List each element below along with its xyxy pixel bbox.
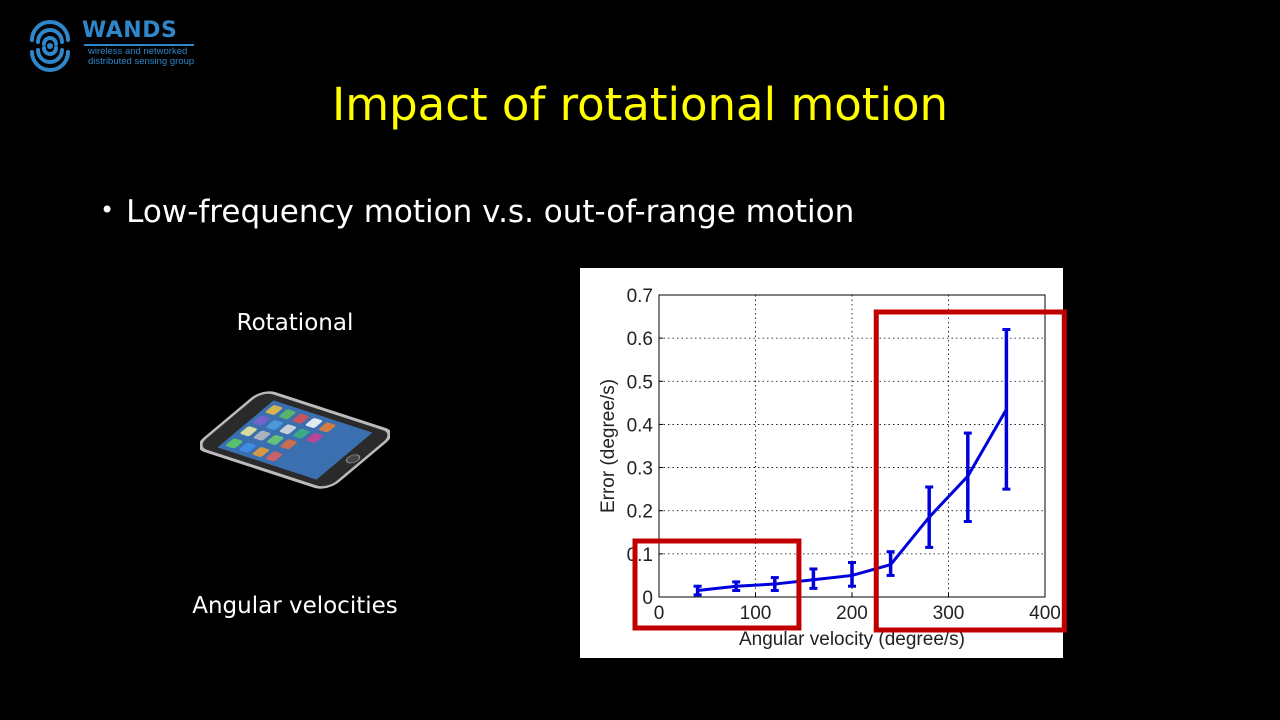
x-tick-label: 100 — [740, 603, 772, 624]
wands-logo: WANDS wireless and networked distributed… — [22, 16, 197, 72]
rotational-label: Rotational — [236, 310, 354, 336]
y-tick-label: 0.7 — [627, 286, 653, 307]
y-tick-label: 0.3 — [627, 459, 653, 480]
y-tick-label: 0.5 — [627, 372, 653, 393]
y-tick-label: 0 — [642, 588, 653, 609]
y-tick-label: 0.2 — [627, 502, 653, 523]
out-of-range-highlight-box — [873, 309, 1067, 633]
slide-title: Impact of rotational motion — [331, 78, 949, 131]
logo-brand: WANDS — [82, 18, 178, 43]
y-axis-label: Error (degree/s) — [598, 379, 619, 513]
bullet-dot-icon: • — [100, 195, 115, 224]
y-tick-label: 0.6 — [627, 329, 653, 350]
x-axis-label: Angular velocity (degree/s) — [739, 629, 965, 650]
x-tick-label: 200 — [836, 603, 868, 624]
y-tick-label: 0.4 — [627, 415, 654, 436]
angular-velocities-label: Angular velocities — [192, 593, 398, 619]
smartphone-icon — [200, 391, 390, 489]
bullet-text: Low-frequency motion v.s. out-of-range m… — [126, 194, 855, 230]
x-tick-label: 300 — [933, 603, 965, 624]
logo-divider — [84, 44, 194, 46]
logo-tagline-2: distributed sensing group — [88, 56, 195, 67]
wands-wave-icon — [30, 20, 70, 72]
x-tick-label: 400 — [1029, 603, 1061, 624]
logo-tagline-1: wireless and networked — [88, 46, 188, 57]
x-tick-label: 0 — [654, 603, 665, 624]
y-tick-label: 0.1 — [627, 545, 653, 566]
bullet-item: • Low-frequency motion v.s. out-of-range … — [100, 194, 854, 230]
low-frequency-highlight-box — [632, 538, 802, 631]
